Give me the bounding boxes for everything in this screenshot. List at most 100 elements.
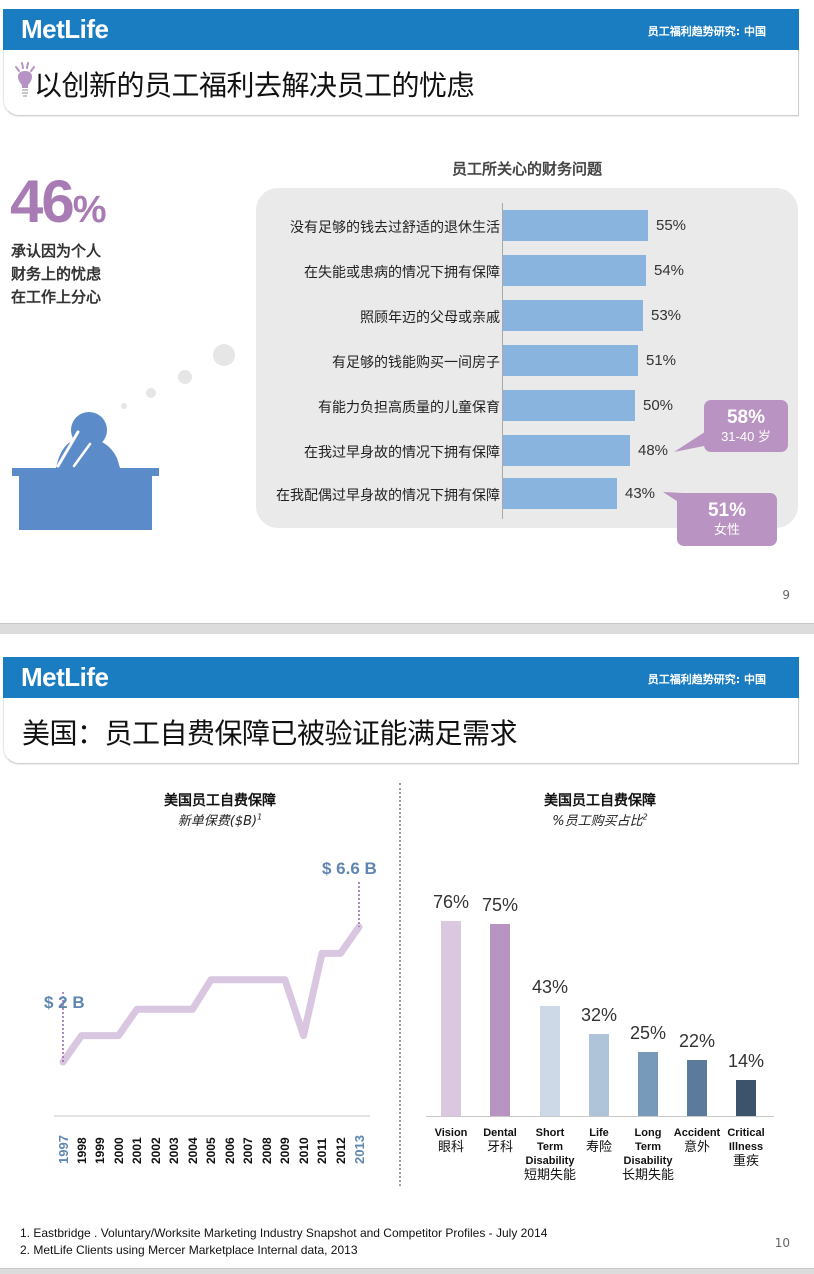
footnote: 2. MetLife Clients using Mercer Marketpl… <box>20 1243 358 1257</box>
year-label: 2005 <box>204 1137 218 1164</box>
x-axis-label: 2005 <box>204 1124 218 1164</box>
metlife-logo: MetLife <box>21 14 109 44</box>
category-label: Long Term Disability 长期失能 <box>616 1126 680 1184</box>
category-zh: 长期失能 <box>621 1168 674 1183</box>
x-axis-label: 1997 <box>56 1124 71 1164</box>
bar <box>503 300 643 331</box>
x-axis-label: 2008 <box>260 1124 274 1164</box>
header-tagline: 员工福利趋势研究: 中国 <box>647 25 766 38</box>
callout-label: 31-40 岁 <box>721 429 771 444</box>
x-axis-label: 2013 <box>352 1124 367 1164</box>
thought-bubble-dot <box>213 344 235 366</box>
bar <box>687 1060 707 1116</box>
x-axis-label: 2001 <box>130 1124 144 1164</box>
thought-bubble-dot <box>178 370 192 384</box>
title-box: 美国：员工自费保障已被验证能满足需求 <box>3 698 799 764</box>
bar-value: 14% <box>727 1051 765 1071</box>
bar-value: 55% <box>656 217 687 234</box>
bar-value: 32% <box>580 1005 618 1025</box>
slide-header: MetLife 员工福利趋势研究: 中国 以创新的员工福利去解决员工的忧虑 <box>3 9 799 116</box>
bar-value: 50% <box>643 397 674 414</box>
stat-desc-line: 财务上的忧虑 <box>11 265 102 283</box>
bar <box>503 345 638 376</box>
bar-row: 照顾年迈的父母或亲戚 53% <box>256 300 756 332</box>
callout-age: 58% 31-40 岁 <box>704 400 788 452</box>
category-zh: 寿险 <box>585 1140 612 1155</box>
bar-row: 有足够的钱能购买一间房子 51% <box>256 345 756 377</box>
dotted-divider <box>399 783 401 1186</box>
category-en: Short <box>535 1127 565 1139</box>
category-label: Dental 牙科 <box>468 1126 532 1156</box>
page-number: 9 <box>782 588 790 602</box>
year-label: 2010 <box>296 1137 311 1164</box>
stat-unit: % <box>72 189 107 231</box>
category-en: Vision <box>434 1127 468 1139</box>
category-label: Vision 眼科 <box>419 1126 483 1156</box>
subtitle-text: 新单保费($B) <box>177 814 258 829</box>
chart-axis <box>502 203 503 519</box>
bar-value: 51% <box>646 352 677 369</box>
page-number: 10 <box>774 1236 790 1250</box>
bar <box>589 1034 609 1116</box>
start-value-annotation: $ 2 B <box>44 993 85 1012</box>
x-axis-label: 1998 <box>75 1124 89 1164</box>
year-label: 2006 <box>222 1137 237 1164</box>
stat-description: 承认因为个人 财务上的忧虑 在工作上分心 <box>11 240 131 309</box>
category-zh: 重疾 <box>732 1154 759 1169</box>
category-en: Term <box>634 1141 662 1153</box>
bar <box>503 435 630 466</box>
slide-separator <box>0 623 814 634</box>
x-axis-label: 2012 <box>334 1124 348 1164</box>
category-zh: 意外 <box>683 1140 710 1155</box>
bar-row: 在失能或患病的情况下拥有保障 54% <box>256 255 756 287</box>
category-zh: 牙科 <box>486 1140 513 1155</box>
bar-chart-heading: 美国员工自费保障 %员工购买占比2 <box>470 790 730 829</box>
year-label: 2000 <box>111 1137 126 1164</box>
bar-row: 没有足够的钱去过舒适的退休生活 55% <box>256 210 756 242</box>
title-box: 以创新的员工福利去解决员工的忧虑 <box>3 50 799 116</box>
bar-label: 照顾年迈的父母或亲戚 <box>360 310 500 326</box>
footnote-ref: 1 <box>257 812 263 822</box>
thought-bubble-dot <box>146 388 156 398</box>
category-label: Short Term Disability 短期失能 <box>518 1126 582 1184</box>
line-chart-subtitle: 新单保费($B)1 <box>80 810 360 829</box>
bar-value: 53% <box>651 307 682 324</box>
x-axis-label: 1999 <box>93 1124 107 1164</box>
x-axis-label: 2007 <box>241 1124 255 1164</box>
slide-title: 以创新的员工福利去解决员工的忧虑 <box>34 69 475 102</box>
year-label: 2001 <box>130 1137 144 1164</box>
category-en: Long <box>634 1127 662 1139</box>
slide-title: 美国：员工自费保障已被验证能满足需求 <box>22 717 518 750</box>
callout-label: 女性 <box>713 522 740 537</box>
category-en: Disability <box>623 1155 673 1167</box>
bar-value: 48% <box>638 442 669 459</box>
bar <box>503 390 635 421</box>
header-tagline: 员工福利趋势研究: 中国 <box>647 673 766 686</box>
line-chart-heading: 美国员工自费保障 新单保费($B)1 <box>80 790 360 829</box>
x-axis-label: 2011 <box>315 1124 329 1164</box>
year-label: 2011 <box>315 1137 329 1164</box>
stat-value: 46 <box>10 168 75 235</box>
x-axis-label: 2006 <box>223 1124 237 1164</box>
stat-desc-line: 在工作上分心 <box>11 288 102 306</box>
year-label: 2012 <box>333 1137 348 1164</box>
bar-value: 76% <box>432 892 470 912</box>
line-chart-title: 美国员工自费保障 <box>164 793 276 809</box>
callout-value: 51% <box>707 500 747 521</box>
category-label: Accident 意外 <box>665 1126 729 1156</box>
thought-bubble-dot <box>121 403 127 409</box>
category-label: Critical Illness 重疾 <box>714 1126 778 1170</box>
slide-bottom-edge <box>0 1268 814 1274</box>
category-en: Disability <box>525 1155 575 1167</box>
callout-gender: 51% 女性 <box>677 493 777 546</box>
category-en: Illness <box>728 1141 764 1153</box>
bar-label: 有能力负担高质量的儿童保育 <box>318 400 500 416</box>
big-stat: 46% <box>10 170 107 242</box>
chart-title: 员工所关心的财务问题 <box>451 160 602 178</box>
category-en: Dental <box>483 1127 517 1139</box>
x-axis-label: 2010 <box>297 1124 311 1164</box>
metlife-logo: MetLife <box>21 662 109 692</box>
bar <box>503 210 648 241</box>
x-axis-label: 2003 <box>167 1124 181 1164</box>
category-en: Term <box>536 1141 564 1153</box>
